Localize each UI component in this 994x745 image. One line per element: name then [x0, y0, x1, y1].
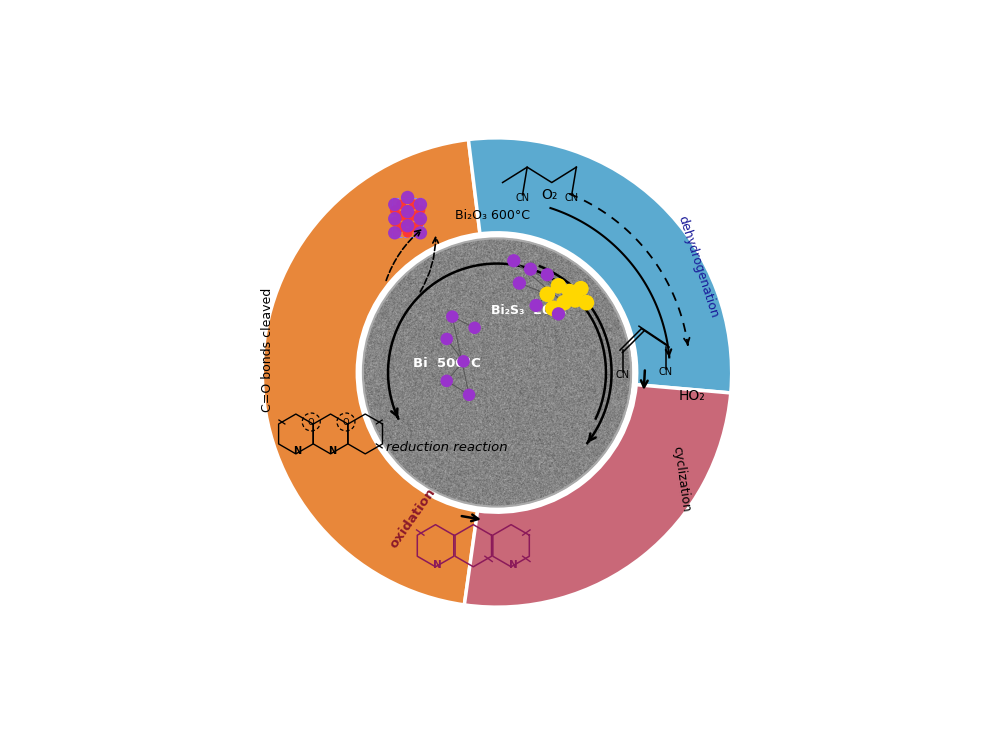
Circle shape: [557, 295, 572, 311]
Circle shape: [390, 217, 400, 226]
Circle shape: [513, 276, 526, 290]
Text: Bi  500°C: Bi 500°C: [414, 357, 481, 370]
Circle shape: [415, 206, 425, 215]
Circle shape: [397, 211, 407, 221]
Circle shape: [414, 212, 427, 225]
Text: N: N: [433, 559, 441, 570]
Text: N: N: [293, 446, 301, 456]
Text: CN: CN: [659, 367, 673, 377]
Text: Bi₂S₃  20°C: Bi₂S₃ 20°C: [491, 304, 567, 317]
Circle shape: [530, 299, 543, 312]
Circle shape: [446, 311, 458, 323]
Text: cyclization: cyclization: [670, 445, 693, 513]
Circle shape: [390, 206, 400, 215]
Circle shape: [562, 284, 578, 299]
Circle shape: [545, 300, 561, 316]
Text: O: O: [308, 417, 314, 426]
Circle shape: [507, 254, 521, 267]
Text: N: N: [328, 446, 336, 456]
Text: oxidation: oxidation: [388, 485, 438, 551]
Circle shape: [541, 268, 554, 282]
Circle shape: [551, 278, 567, 294]
Circle shape: [573, 281, 588, 297]
Circle shape: [524, 262, 537, 276]
Circle shape: [403, 217, 413, 226]
Text: CN: CN: [616, 370, 630, 380]
Wedge shape: [468, 138, 732, 393]
Text: O₂: O₂: [542, 188, 558, 203]
Circle shape: [388, 226, 402, 239]
Circle shape: [463, 389, 475, 401]
Circle shape: [414, 226, 427, 239]
Text: dehydrogenation: dehydrogenation: [676, 214, 721, 319]
Text: Bi₂O₃ 600°C: Bi₂O₃ 600°C: [455, 209, 530, 222]
Circle shape: [403, 228, 413, 238]
Text: HO₂: HO₂: [679, 390, 706, 404]
Circle shape: [401, 219, 414, 232]
Text: CN: CN: [565, 193, 579, 203]
Circle shape: [468, 322, 481, 334]
Circle shape: [410, 222, 418, 232]
Circle shape: [540, 287, 555, 302]
Circle shape: [440, 375, 453, 387]
Text: reduction reaction: reduction reaction: [386, 441, 508, 454]
Circle shape: [403, 206, 413, 215]
Circle shape: [401, 191, 414, 204]
Circle shape: [457, 355, 470, 367]
Circle shape: [410, 200, 418, 209]
Text: O: O: [343, 417, 349, 426]
Circle shape: [414, 198, 427, 212]
Circle shape: [388, 212, 402, 225]
Text: C=O bonds cleaved: C=O bonds cleaved: [261, 288, 274, 412]
Circle shape: [397, 222, 407, 232]
Circle shape: [415, 217, 425, 226]
Circle shape: [388, 198, 402, 212]
Circle shape: [410, 211, 418, 221]
Circle shape: [440, 333, 453, 345]
Circle shape: [568, 292, 583, 308]
Circle shape: [552, 307, 566, 320]
Text: CN: CN: [516, 193, 530, 203]
Circle shape: [579, 295, 594, 311]
Circle shape: [397, 200, 407, 209]
Circle shape: [401, 205, 414, 218]
Bar: [393, 197, 423, 237]
Wedge shape: [464, 384, 731, 607]
Text: N: N: [509, 559, 517, 570]
Wedge shape: [262, 139, 480, 605]
